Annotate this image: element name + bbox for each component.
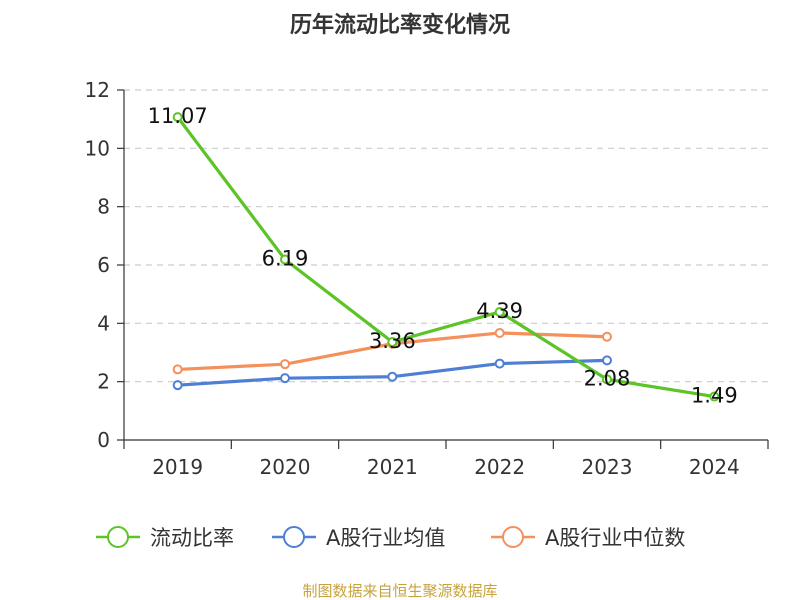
x-tick-label: 2021 [367,455,418,479]
legend: 流动比率 A股行业均值 A股行业中位数 [96,526,685,550]
series-line-0 [176,115,716,399]
axes: 0 2 4 6 8 10 12 2019 2020 2021 2022 2023 2024 [85,78,769,479]
data-point [602,355,612,366]
data-point [709,391,720,402]
legend-item[interactable]: A股行业均值 [272,526,445,550]
data-label: 4.39 [476,299,523,323]
data-point [172,364,183,375]
y-tick-label: 4 [97,311,110,335]
chart-title: 历年流动比率变化情况 [290,12,510,38]
data-label: 11.07 [148,104,208,128]
x-tick-label: 2023 [582,455,633,479]
data-labels: 11.07 6.19 3.36 4.39 2.08 1.49 [148,104,738,407]
y-tick-label: 8 [97,195,110,219]
y-tick-label: 10 [85,136,110,160]
legend-marker-icon [107,526,129,548]
data-point [387,371,398,382]
data-point [387,337,398,347]
y-tick-label: 2 [97,370,110,394]
x-tick-label: 2019 [152,455,203,479]
x-tick-label: 2024 [689,455,740,479]
data-label: 1.49 [691,384,738,408]
source-note: 制图数据来自恒生聚源数据库 [302,582,497,600]
x-tick-label: 2020 [260,455,311,479]
data-point [602,374,612,385]
data-point [494,306,505,317]
data-label: 6.19 [262,246,309,270]
series-lines [172,112,720,402]
legend-label: A股行业均值 [326,526,445,550]
grid-lines [124,89,768,383]
data-point [602,331,612,342]
data-point [280,254,290,265]
data-point [494,358,505,369]
data-label: 3.36 [369,329,416,353]
legend-item[interactable]: A股行业中位数 [491,526,685,550]
data-point [280,373,290,384]
legend-label: 流动比率 [150,526,234,550]
legend-item[interactable]: 流动比率 [96,526,234,550]
y-tick-label: 12 [85,78,110,102]
data-point [172,380,183,391]
data-point [172,112,183,123]
data-point [280,359,290,370]
data-point [494,327,505,338]
y-tick-label: 0 [97,428,110,452]
data-label: 2.08 [584,366,631,390]
y-tick-label: 6 [97,253,110,277]
legend-label: A股行业中位数 [545,526,685,550]
legend-marker-icon [502,526,524,548]
x-tick-label: 2022 [474,455,525,479]
legend-marker-icon [283,526,305,548]
